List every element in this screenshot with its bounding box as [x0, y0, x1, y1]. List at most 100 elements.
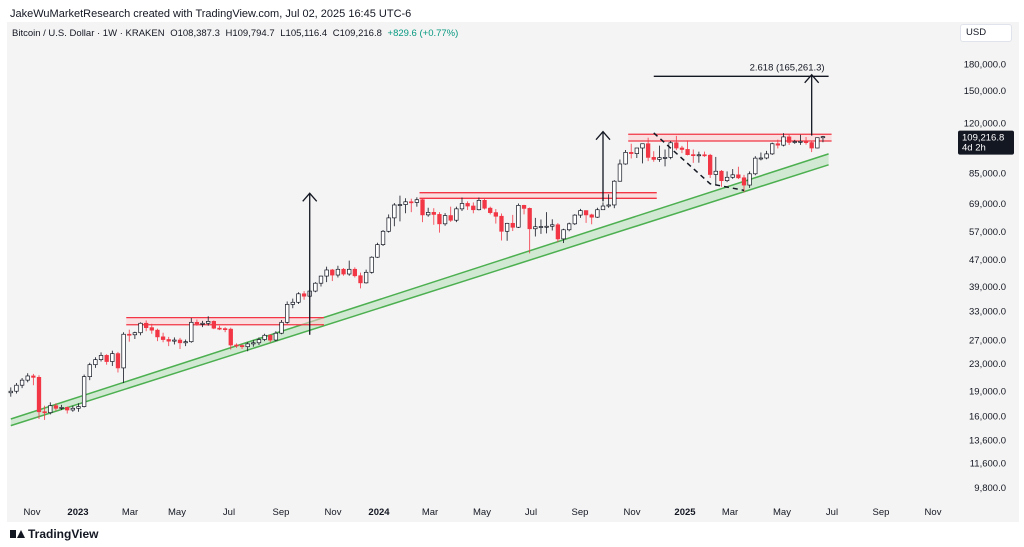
candle[interactable]: [166, 339, 171, 342]
candle[interactable]: [708, 154, 713, 175]
candle[interactable]: [403, 201, 408, 205]
candle[interactable]: [809, 142, 814, 149]
candle[interactable]: [183, 341, 188, 344]
candle[interactable]: [31, 375, 36, 378]
candle[interactable]: [279, 321, 284, 334]
candle[interactable]: [770, 143, 775, 155]
candle[interactable]: [612, 180, 617, 206]
candle[interactable]: [70, 407, 75, 411]
support-line-lower[interactable]: [10, 164, 829, 427]
candle[interactable]: [347, 268, 352, 275]
candle[interactable]: [53, 405, 59, 409]
candle[interactable]: [19, 379, 25, 386]
candle[interactable]: [674, 142, 679, 149]
candle[interactable]: [736, 174, 741, 179]
candle[interactable]: [76, 406, 81, 409]
candle[interactable]: [527, 208, 532, 230]
candle[interactable]: [550, 224, 555, 227]
candle[interactable]: [380, 230, 386, 245]
dashed-projection-path[interactable]: [653, 132, 745, 192]
candle[interactable]: [8, 390, 13, 394]
candle[interactable]: [516, 205, 521, 228]
candle[interactable]: [426, 212, 431, 216]
candle[interactable]: [104, 355, 109, 362]
candle[interactable]: [561, 229, 566, 240]
candle[interactable]: [59, 407, 64, 409]
candle[interactable]: [87, 364, 92, 378]
candle[interactable]: [471, 205, 476, 211]
candle[interactable]: [775, 143, 780, 146]
candle[interactable]: [442, 215, 448, 225]
candle[interactable]: [132, 332, 138, 336]
candle[interactable]: [454, 208, 459, 221]
candle[interactable]: [617, 163, 623, 182]
candle[interactable]: [363, 271, 369, 284]
candle[interactable]: [341, 268, 346, 275]
resistance-zone[interactable]: [628, 134, 832, 141]
candle[interactable]: [662, 157, 668, 159]
candle[interactable]: [437, 214, 442, 225]
candle[interactable]: [741, 177, 747, 186]
candle[interactable]: [691, 154, 696, 156]
candle[interactable]: [149, 327, 154, 331]
candle[interactable]: [194, 321, 200, 325]
candle[interactable]: [786, 136, 792, 143]
candle[interactable]: [268, 334, 273, 341]
candle[interactable]: [510, 222, 515, 228]
candle[interactable]: [222, 328, 228, 331]
candle[interactable]: [285, 304, 290, 323]
candle[interactable]: [301, 293, 307, 297]
candle[interactable]: [634, 147, 639, 154]
candle[interactable]: [234, 344, 239, 347]
tradingview-footer[interactable]: TradingView: [10, 527, 98, 541]
candle[interactable]: [245, 343, 250, 348]
candle[interactable]: [544, 225, 549, 228]
candle[interactable]: [14, 384, 19, 392]
candle[interactable]: [696, 154, 702, 157]
candle[interactable]: [606, 204, 611, 207]
candle[interactable]: [392, 204, 397, 219]
candle[interactable]: [48, 405, 53, 413]
candle[interactable]: [121, 333, 126, 369]
candle[interactable]: [764, 153, 769, 159]
candle[interactable]: [730, 174, 735, 178]
candle[interactable]: [273, 332, 279, 341]
candle[interactable]: [420, 199, 425, 216]
chart-area[interactable]: [7, 22, 1019, 522]
candle[interactable]: [160, 336, 166, 340]
candle[interactable]: [431, 212, 436, 215]
candle[interactable]: [504, 222, 510, 232]
candle[interactable]: [335, 268, 341, 276]
candle[interactable]: [25, 375, 30, 381]
candle[interactable]: [645, 143, 651, 158]
candle[interactable]: [493, 212, 498, 217]
candle[interactable]: [217, 327, 222, 330]
candle[interactable]: [262, 334, 267, 340]
candle[interactable]: [589, 214, 594, 218]
candle[interactable]: [555, 224, 561, 240]
candle[interactable]: [702, 154, 707, 157]
candle[interactable]: [657, 157, 662, 160]
candle[interactable]: [375, 244, 380, 258]
candle[interactable]: [629, 152, 634, 154]
candle[interactable]: [567, 223, 572, 231]
candle[interactable]: [572, 214, 577, 225]
candle[interactable]: [583, 210, 589, 216]
candle[interactable]: [172, 339, 177, 342]
candle[interactable]: [668, 142, 673, 158]
candle[interactable]: [42, 411, 47, 414]
candle[interactable]: [318, 275, 324, 284]
candle[interactable]: [651, 157, 656, 160]
candle[interactable]: [110, 353, 115, 362]
candle[interactable]: [251, 342, 256, 345]
candle[interactable]: [290, 301, 295, 305]
candle[interactable]: [758, 157, 764, 160]
candle[interactable]: [397, 204, 403, 206]
candle[interactable]: [358, 275, 363, 284]
candle[interactable]: [476, 199, 482, 211]
candle[interactable]: [409, 201, 414, 204]
candle[interactable]: [448, 215, 453, 221]
candle[interactable]: [256, 339, 262, 344]
candle[interactable]: [93, 359, 98, 366]
candle[interactable]: [177, 339, 183, 344]
